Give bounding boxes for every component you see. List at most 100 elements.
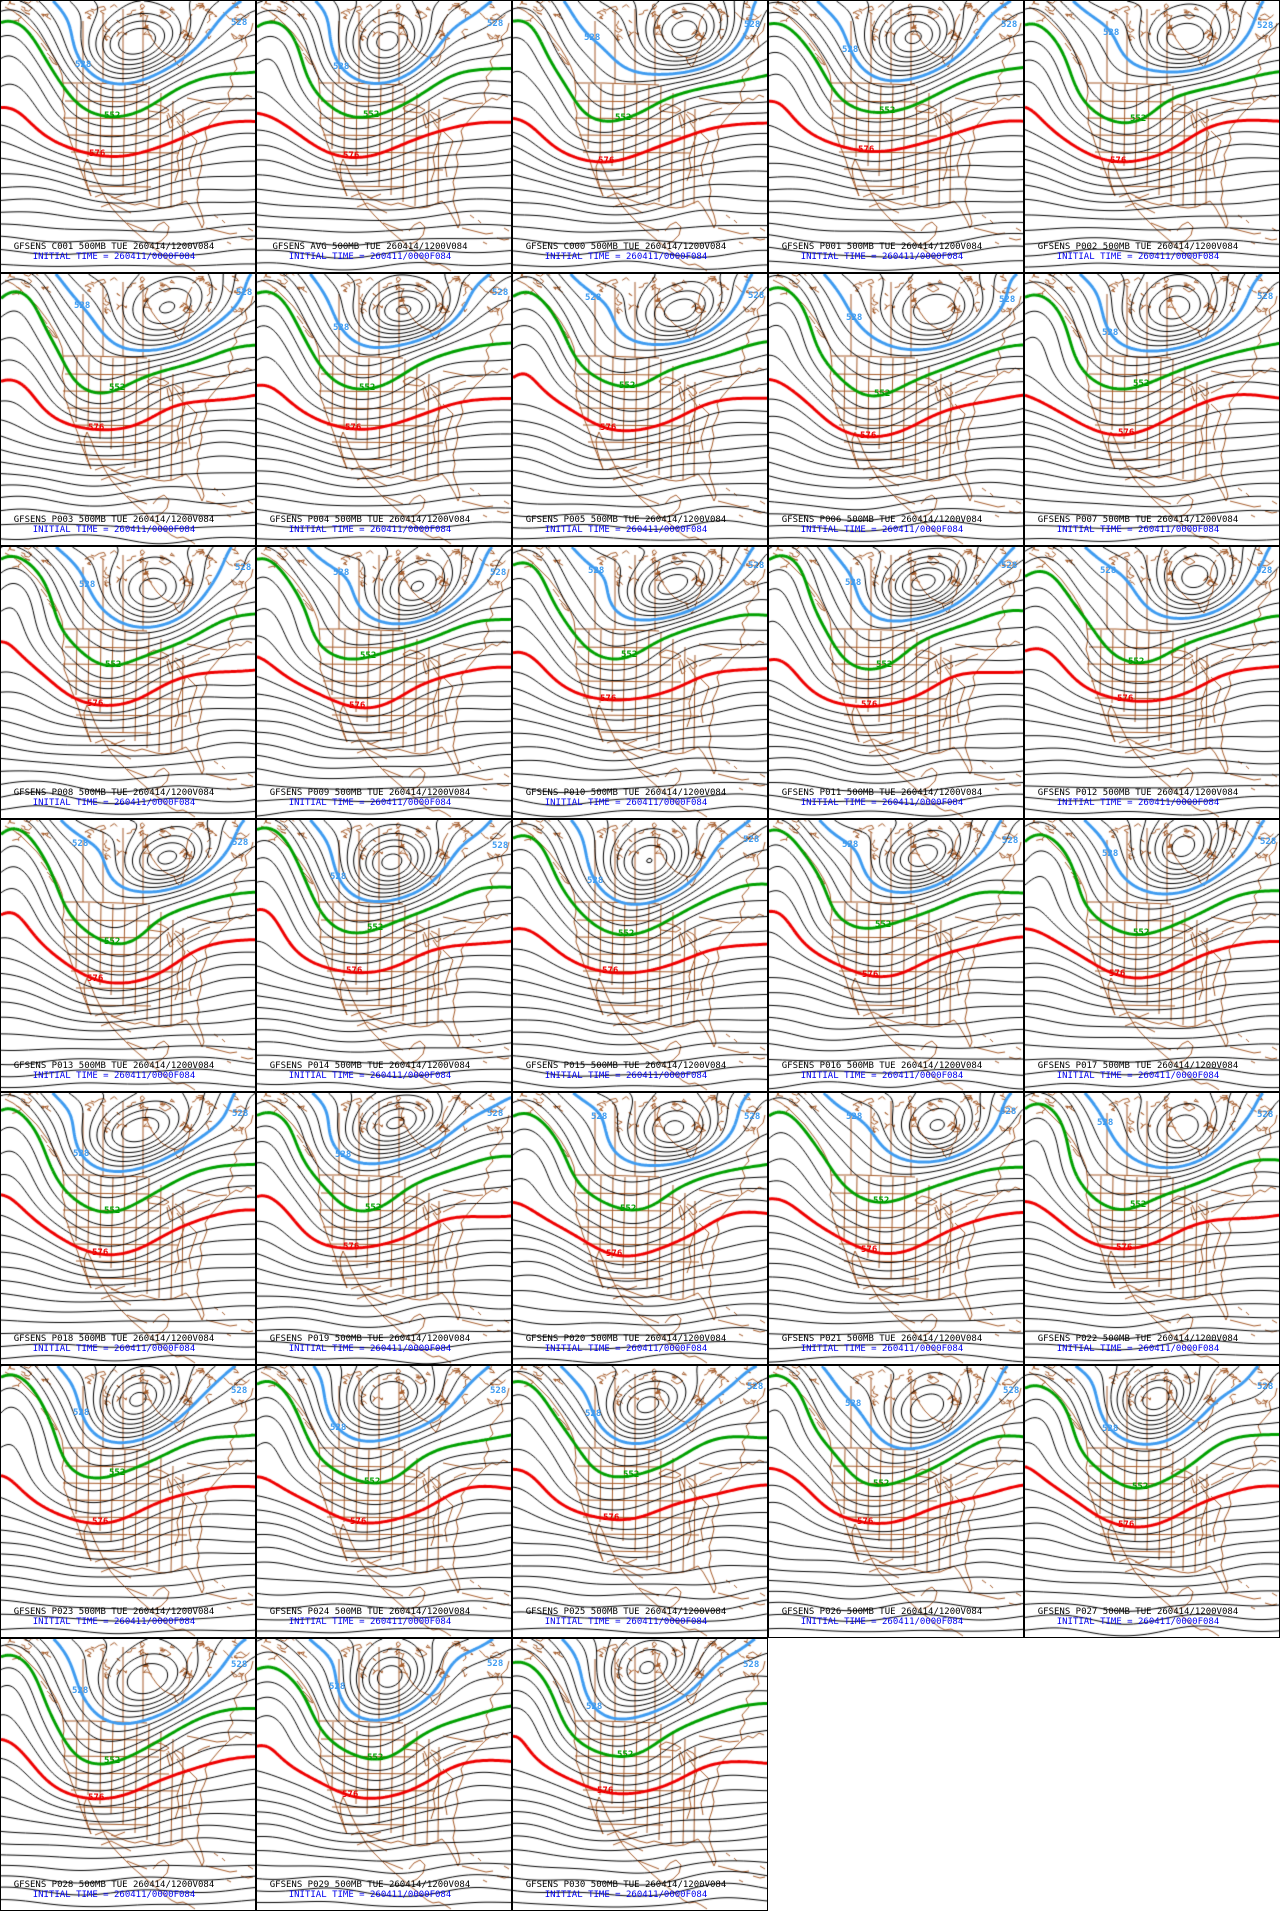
panel-caption: GFSENS P003 500MB TUE 260414/1200V084 xyxy=(13,515,215,525)
contour-label-528: 528 xyxy=(842,840,859,850)
map-canvas xyxy=(257,1,511,272)
contour-label-552: 552 xyxy=(619,381,636,391)
panel-caption: GFSENS P002 500MB TUE 260414/1200V084 xyxy=(1037,242,1239,252)
contour-label-552: 552 xyxy=(615,113,632,123)
contour-label-528: 528 xyxy=(73,1408,90,1418)
contour-label-552: 552 xyxy=(364,1477,381,1487)
contour-label-528: 528 xyxy=(1102,849,1119,859)
contour-label-528-corner: 528 xyxy=(487,19,504,29)
contour-label-528-corner: 528 xyxy=(1002,836,1019,846)
map-canvas xyxy=(1,1639,255,1910)
contour-label-528: 528 xyxy=(586,1702,603,1712)
contour-label-528: 528 xyxy=(333,62,350,72)
initial-time-caption: INITIAL TIME = 260411/0000F084 xyxy=(544,525,708,535)
contour-label-576: 576 xyxy=(88,423,105,433)
panel-caption: GFSENS P022 500MB TUE 260414/1200V084 xyxy=(1037,1334,1239,1344)
map-canvas xyxy=(1,274,255,545)
panel-caption: GFSENS P013 500MB TUE 260414/1200V084 xyxy=(13,1061,215,1071)
ensemble-panel: 528 528 552 576 GFSENS P008 500MB TUE 26… xyxy=(0,546,256,819)
initial-time-caption: INITIAL TIME = 260411/0000F084 xyxy=(32,1890,196,1900)
contour-label-576: 576 xyxy=(860,431,877,441)
contour-label-576: 576 xyxy=(89,149,106,159)
contour-label-528-corner: 528 xyxy=(232,838,249,848)
ensemble-panel: 528 528 552 576 GFSENS P026 500MB TUE 26… xyxy=(768,1365,1024,1638)
panel-caption: GFSENS P027 500MB TUE 260414/1200V084 xyxy=(1037,1607,1239,1617)
panel-caption: GFSENS P020 500MB TUE 260414/1200V084 xyxy=(525,1334,727,1344)
ensemble-panel: 528 528 552 576 GFSENS P009 500MB TUE 26… xyxy=(256,546,512,819)
contour-label-528-corner: 528 xyxy=(744,20,761,30)
contour-label-528-corner: 528 xyxy=(747,1382,764,1392)
map-canvas xyxy=(257,820,511,1091)
contour-label-528-corner: 528 xyxy=(236,288,253,298)
panel-caption: GFSENS P015 500MB TUE 260414/1200V084 xyxy=(525,1061,727,1071)
ensemble-panel: 528 528 552 576 GFSENS P002 500MB TUE 26… xyxy=(1024,0,1280,273)
contour-label-528: 528 xyxy=(329,1682,346,1692)
contour-label-528-corner: 528 xyxy=(231,1660,248,1670)
map-canvas xyxy=(257,1639,511,1910)
map-canvas xyxy=(1,1093,255,1364)
contour-label-576: 576 xyxy=(858,145,875,155)
contour-label-576: 576 xyxy=(346,966,363,976)
contour-label-528-corner: 528 xyxy=(748,561,765,571)
map-canvas xyxy=(513,820,767,1091)
contour-label-528-corner: 528 xyxy=(1257,21,1274,31)
panel-caption: GFSENS P018 500MB TUE 260414/1200V084 xyxy=(13,1334,215,1344)
initial-time-caption: INITIAL TIME = 260411/0000F084 xyxy=(32,1071,196,1081)
contour-label-528: 528 xyxy=(79,580,96,590)
contour-label-528-corner: 528 xyxy=(492,288,509,298)
contour-label-552: 552 xyxy=(617,1750,634,1760)
contour-label-528: 528 xyxy=(1097,1118,1114,1128)
contour-label-528-corner: 528 xyxy=(744,1112,761,1122)
ensemble-panel: 528 528 552 576 GFSENS C000 500MB TUE 26… xyxy=(512,0,768,273)
ensemble-panel: 528 528 552 576 GFSENS P024 500MB TUE 26… xyxy=(256,1365,512,1638)
ensemble-panel: 528 528 552 576 GFSENS P027 500MB TUE 26… xyxy=(1024,1365,1280,1638)
initial-time-caption: INITIAL TIME = 260411/0000F084 xyxy=(544,798,708,808)
contour-label-552: 552 xyxy=(874,389,891,399)
contour-label-552: 552 xyxy=(1132,1482,1149,1492)
contour-label-528-corner: 528 xyxy=(999,295,1016,305)
initial-time-caption: INITIAL TIME = 260411/0000F084 xyxy=(800,1344,964,1354)
map-canvas xyxy=(1,1366,255,1637)
contour-label-552: 552 xyxy=(109,1468,126,1478)
contour-label-528: 528 xyxy=(587,876,604,886)
contour-label-576: 576 xyxy=(92,1248,109,1258)
map-canvas xyxy=(1,820,255,1091)
contour-label-528: 528 xyxy=(1100,566,1117,576)
panel-caption: GFSENS AVG 500MB TUE 260414/1200V084 xyxy=(272,242,468,252)
contour-label-528: 528 xyxy=(333,568,350,578)
contour-label-552: 552 xyxy=(623,1470,640,1480)
map-canvas xyxy=(513,1366,767,1637)
contour-label-528-corner: 528 xyxy=(235,563,252,573)
contour-label-552: 552 xyxy=(104,1756,121,1766)
contour-label-528: 528 xyxy=(330,872,347,882)
contour-label-528: 528 xyxy=(73,1149,90,1159)
map-canvas xyxy=(1025,1366,1279,1637)
panel-caption: GFSENS P011 500MB TUE 260414/1200V084 xyxy=(781,788,983,798)
initial-time-caption: INITIAL TIME = 260411/0000F084 xyxy=(544,1617,708,1627)
contour-label-528: 528 xyxy=(75,60,92,70)
contour-label-528: 528 xyxy=(333,323,350,333)
map-canvas xyxy=(257,547,511,818)
initial-time-caption: INITIAL TIME = 260411/0000F084 xyxy=(32,525,196,535)
initial-time-caption: INITIAL TIME = 260411/0000F084 xyxy=(1056,1071,1220,1081)
initial-time-caption: INITIAL TIME = 260411/0000F084 xyxy=(1056,1344,1220,1354)
contour-label-528: 528 xyxy=(591,1112,608,1122)
contour-label-528: 528 xyxy=(335,1150,352,1160)
contour-label-576: 576 xyxy=(602,966,619,976)
contour-label-528-corner: 528 xyxy=(1256,566,1273,576)
contour-label-528: 528 xyxy=(72,1686,89,1696)
contour-label-528: 528 xyxy=(588,566,605,576)
ensemble-panel: 528 528 552 576 GFSENS P020 500MB TUE 26… xyxy=(512,1092,768,1365)
contour-label-552: 552 xyxy=(1133,379,1150,389)
map-canvas xyxy=(1025,1093,1279,1364)
contour-label-528-corner: 528 xyxy=(1000,1107,1017,1117)
ensemble-panel: 528 528 552 576 GFSENS P014 500MB TUE 26… xyxy=(256,819,512,1092)
map-canvas xyxy=(1025,274,1279,545)
panel-caption: GFSENS P030 500MB TUE 260414/1200V084 xyxy=(525,1880,727,1890)
ensemble-panel: 528 528 552 576 GFSENS C001 500MB TUE 26… xyxy=(0,0,256,273)
contour-label-528-corner: 528 xyxy=(743,1660,760,1670)
ensemble-panel: 528 528 552 576 GFSENS P004 500MB TUE 26… xyxy=(256,273,512,546)
initial-time-caption: INITIAL TIME = 260411/0000F084 xyxy=(1056,252,1220,262)
initial-time-caption: INITIAL TIME = 260411/0000F084 xyxy=(544,1071,708,1081)
contour-label-528-corner: 528 xyxy=(1001,20,1018,30)
